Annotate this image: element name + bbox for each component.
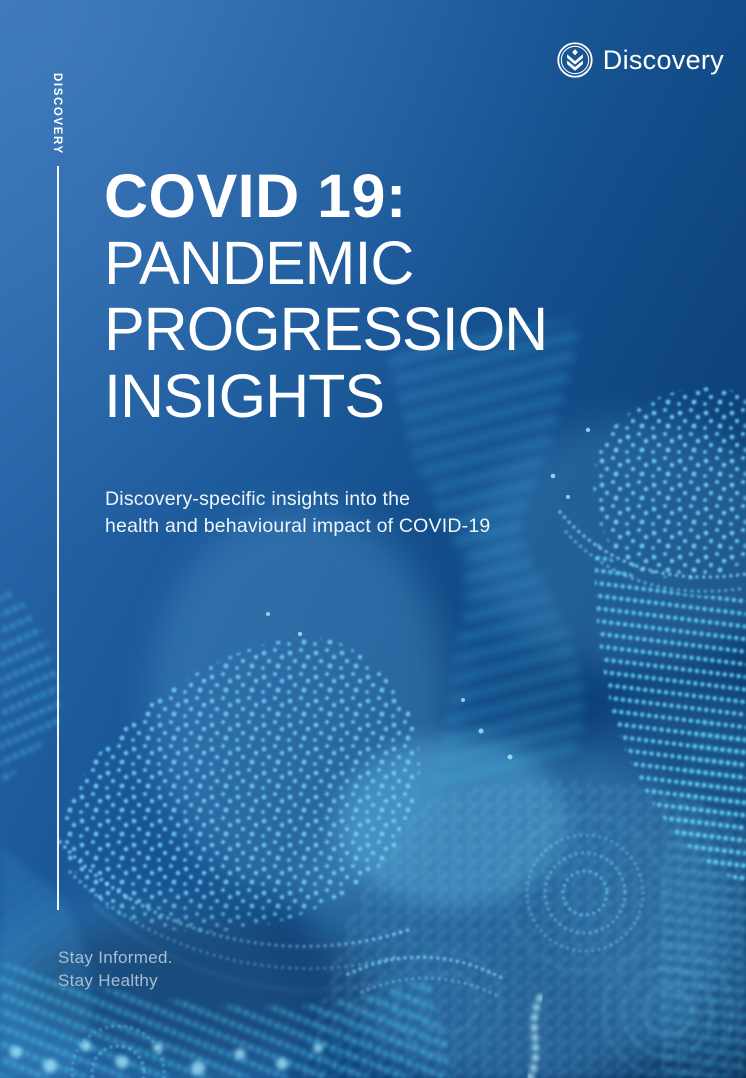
subtitle-line-1: Discovery-specific insights into the [105, 487, 411, 510]
logo-wordmark: Discovery [602, 44, 724, 75]
footer-line-2: Stay Healthy [58, 971, 158, 990]
discovery-globe-icon [557, 42, 593, 78]
subtitle: Discovery-specific insights into the hea… [105, 486, 490, 540]
vertical-brand-label: DISCOVERY [51, 73, 63, 155]
title-light-line-1: PANDEMIC [104, 229, 414, 297]
title-light-line-2: PROGRESSION [104, 295, 548, 363]
title-light-line-3: INSIGHTS [104, 362, 385, 430]
footer-line-1: Stay Informed. [58, 948, 173, 967]
discovery-logo: Discovery [556, 38, 724, 82]
subtitle-line-2: health and behavioural impact of COVID-1… [105, 514, 491, 537]
title-bold-line: COVID 19: [104, 162, 407, 230]
footer-tagline: Stay Informed. Stay Healthy [58, 946, 173, 992]
vertical-divider-line [57, 166, 59, 910]
